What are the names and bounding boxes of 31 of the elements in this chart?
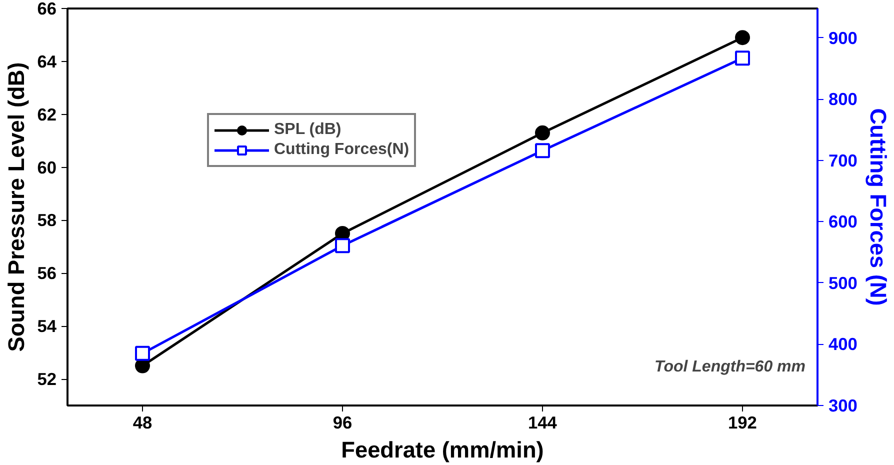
y-tick-label: 66 (37, 0, 57, 18)
y2-tick-label: 700 (828, 150, 858, 170)
legend-label: SPL (dB) (274, 121, 342, 139)
point (535, 143, 550, 158)
x-tick-label: 144 (528, 412, 558, 432)
annotation: Tool Length=60 mm (654, 358, 806, 376)
point (135, 346, 150, 361)
y-tick-label: 52 (37, 369, 57, 390)
x-axis-title: Feedrate (mm/min) (341, 436, 544, 462)
y-tick-label: 54 (37, 316, 57, 336)
y-tick-label: 60 (37, 157, 57, 178)
x-tick-label: 96 (332, 412, 352, 432)
point (535, 125, 550, 140)
point (335, 238, 350, 254)
y-axis-title: Sound Pressure Level (dB) (3, 62, 30, 352)
y-tick-label: 58 (37, 210, 57, 230)
point (735, 50, 750, 66)
y2-tick-label: 400 (828, 334, 858, 354)
y2-tick-label: 800 (828, 89, 858, 110)
y2-tick-label: 900 (828, 28, 858, 48)
y2-tick-label: 300 (828, 396, 858, 416)
y2-tick-label: 500 (828, 272, 858, 293)
y-tick-label: 62 (37, 104, 57, 124)
legend-label: Cutting Forces(N) (274, 141, 410, 159)
y-tick-label: 56 (37, 263, 57, 284)
y-tick-label: 64 (37, 51, 57, 72)
point (735, 30, 750, 46)
y2-axis-title: Cutting Forces (N) (865, 108, 892, 306)
x-tick-label: 192 (728, 412, 757, 432)
y2-tick-label: 600 (828, 212, 858, 232)
x-tick-label: 48 (132, 412, 152, 432)
